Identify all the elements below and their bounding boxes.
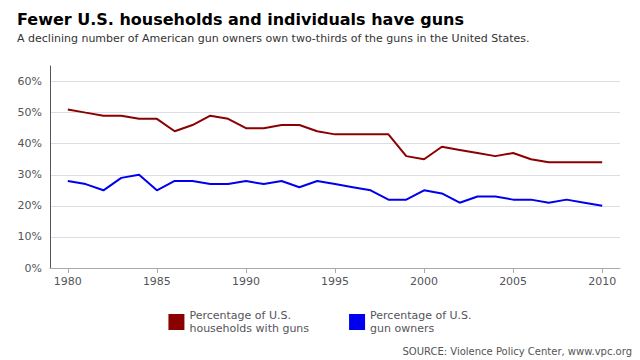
svg-text:Percentage of U.S.: Percentage of U.S. (189, 309, 291, 322)
svg-text:households with guns: households with guns (189, 322, 309, 335)
svg-text:1995: 1995 (321, 275, 349, 288)
svg-text:A declining number of American: A declining number of American gun owner… (17, 32, 530, 45)
svg-text:SOURCE: Violence Policy Center: SOURCE: Violence Policy Center, www.vpc.… (402, 346, 632, 357)
svg-text:0%: 0% (25, 262, 42, 275)
svg-text:50%: 50% (18, 106, 42, 119)
svg-text:30%: 30% (18, 168, 42, 181)
svg-text:40%: 40% (18, 137, 42, 150)
svg-text:20%: 20% (18, 199, 42, 212)
svg-text:Percentage of U.S.: Percentage of U.S. (370, 309, 472, 322)
svg-text:10%: 10% (18, 230, 42, 243)
svg-text:1990: 1990 (232, 275, 260, 288)
svg-text:2005: 2005 (499, 275, 527, 288)
svg-text:2000: 2000 (410, 275, 438, 288)
svg-text:1980: 1980 (54, 275, 82, 288)
svg-text:gun owners: gun owners (370, 322, 434, 335)
svg-text:60%: 60% (18, 75, 42, 88)
svg-text:2010: 2010 (588, 275, 616, 288)
svg-text:1985: 1985 (143, 275, 171, 288)
svg-text:Fewer U.S. households and indi: Fewer U.S. households and individuals ha… (17, 10, 464, 29)
